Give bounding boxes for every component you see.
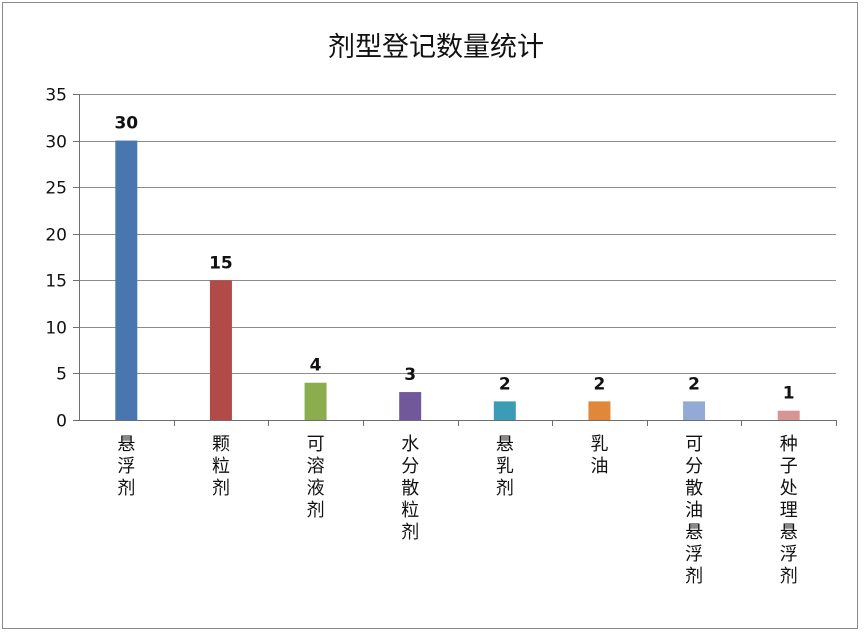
bars — [115, 140, 800, 421]
category-label: 种子处理悬浮剂 — [780, 434, 798, 587]
category-label: 乳油 — [590, 434, 608, 477]
category-label: 可分散油悬浮剂 — [685, 434, 703, 587]
data-labels: 30 15 4 3 2 2 2 1 — [114, 114, 794, 404]
data-label: 4 — [310, 356, 322, 376]
bar — [115, 140, 138, 421]
bar — [304, 382, 327, 420]
data-label: 2 — [594, 374, 606, 394]
bar — [588, 401, 611, 420]
gridlines — [73, 94, 837, 426]
data-label: 2 — [688, 374, 700, 394]
y-tick-label: 30 — [45, 133, 67, 153]
data-label: 2 — [499, 374, 511, 394]
bar — [209, 280, 232, 420]
chart-title: 剂型登记数量统计 — [328, 32, 544, 63]
bar — [493, 401, 516, 420]
y-tick-label: 10 — [45, 319, 67, 339]
data-label: 3 — [404, 365, 416, 385]
category-label: 可溶液剂 — [307, 434, 325, 521]
y-tick-label: 15 — [45, 272, 67, 292]
data-label: 15 — [209, 253, 233, 273]
x-axis-categories: 悬浮剂 颗粒剂 可溶液剂 水分散粒剂 悬乳剂 乳油 可分散油悬浮剂 种子处理悬浮剂 — [117, 434, 797, 587]
y-tick-label: 35 — [45, 86, 67, 106]
category-label: 水分散粒剂 — [401, 434, 419, 543]
data-label: 30 — [114, 114, 138, 134]
y-tick-label: 0 — [56, 412, 67, 432]
axes — [79, 94, 836, 421]
bar — [683, 401, 706, 420]
chart-frame — [2, 2, 858, 629]
category-label: 悬浮剂 — [117, 434, 135, 499]
data-label: 1 — [783, 384, 795, 404]
y-tick-label: 20 — [45, 226, 67, 246]
bar — [777, 410, 800, 420]
y-axis-ticks: 0 5 10 15 20 25 30 35 — [45, 86, 67, 432]
category-label: 颗粒剂 — [212, 434, 230, 499]
y-tick-label: 25 — [45, 179, 67, 199]
bar — [399, 392, 422, 420]
category-label: 悬乳剂 — [496, 434, 514, 499]
y-tick-label: 5 — [56, 365, 67, 385]
